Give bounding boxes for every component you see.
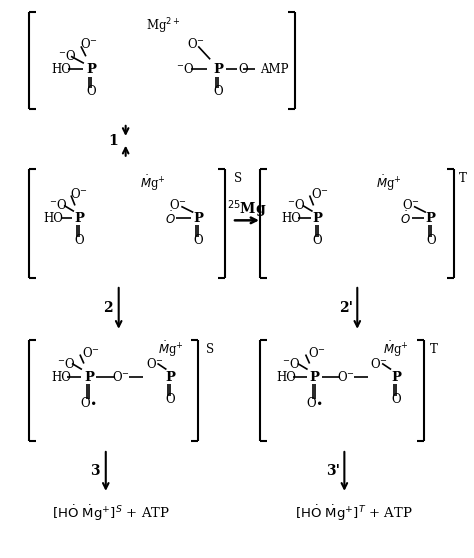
Text: $[\mathrm{H\dot{O}\ \dot{M}g^{+}}]^{T}$ + ATP: $[\mathrm{H\dot{O}\ \dot{M}g^{+}}]^{T}$ …: [295, 504, 413, 523]
Text: O$\bullet$: O$\bullet$: [81, 396, 97, 410]
Text: O: O: [313, 234, 322, 247]
Text: $^{-}$O: $^{-}$O: [49, 199, 67, 213]
Text: O: O: [86, 85, 96, 98]
Text: O$\bullet$: O$\bullet$: [306, 396, 323, 410]
Text: 3: 3: [90, 464, 100, 478]
Text: S: S: [234, 172, 242, 185]
Text: $^{-}$O: $^{-}$O: [58, 49, 76, 63]
Text: $^{-}$O: $^{-}$O: [176, 62, 194, 76]
Text: P: P: [74, 212, 84, 225]
Text: O$^{-}$: O$^{-}$: [370, 357, 388, 371]
Text: $[\mathrm{H\dot{O}\ \dot{M}g^{+}}]^{S}$ + ATP: $[\mathrm{H\dot{O}\ \dot{M}g^{+}}]^{S}$ …: [52, 504, 170, 523]
Text: P: P: [310, 371, 319, 384]
Text: $\dot{M}$g$^{+}$: $\dot{M}$g$^{+}$: [157, 340, 183, 359]
Text: AMP: AMP: [261, 62, 289, 76]
Text: P: P: [165, 371, 175, 384]
Text: HO: HO: [51, 62, 71, 76]
Text: $^{-}$O: $^{-}$O: [57, 357, 75, 371]
Text: P: P: [213, 62, 223, 76]
Text: O: O: [213, 85, 223, 98]
Text: P: P: [193, 212, 203, 225]
Text: O$^{-}$: O$^{-}$: [146, 357, 164, 371]
Text: 1: 1: [108, 134, 118, 148]
Text: S: S: [206, 343, 214, 356]
Text: O: O: [426, 234, 436, 247]
Text: HO: HO: [282, 212, 301, 225]
Text: O$^{-}$: O$^{-}$: [80, 37, 98, 51]
Text: 2: 2: [103, 301, 112, 315]
Text: $^{-}$O: $^{-}$O: [283, 357, 301, 371]
Text: O$^{-}$: O$^{-}$: [169, 199, 187, 213]
Text: O$^{-}$: O$^{-}$: [310, 186, 328, 200]
Text: 3': 3': [327, 464, 340, 478]
Text: O: O: [165, 393, 175, 406]
Text: P: P: [426, 212, 436, 225]
Text: P: P: [86, 62, 96, 76]
Text: $\dot{O}$: $\dot{O}$: [400, 210, 410, 227]
Text: Mg$^{2+}$: Mg$^{2+}$: [146, 17, 181, 36]
Text: O$^{-}$: O$^{-}$: [187, 37, 205, 51]
Text: O$^{-}$: O$^{-}$: [82, 345, 100, 359]
Text: O$^{-}$: O$^{-}$: [402, 199, 420, 213]
Text: P: P: [312, 212, 322, 225]
Text: $\dot{M}$g$^{+}$: $\dot{M}$g$^{+}$: [383, 340, 409, 359]
Text: HO: HO: [51, 371, 71, 384]
Text: O: O: [74, 234, 84, 247]
Text: O: O: [238, 62, 248, 76]
Text: O$^{-}$: O$^{-}$: [112, 371, 129, 384]
Text: HO: HO: [277, 371, 297, 384]
Text: $^{-}$O: $^{-}$O: [287, 199, 306, 213]
Text: T: T: [459, 172, 466, 185]
Text: $\dot{O}$: $\dot{O}$: [165, 210, 176, 227]
Text: P: P: [84, 371, 94, 384]
Text: $\dot{M}$g$^{+}$: $\dot{M}$g$^{+}$: [140, 174, 165, 193]
Text: O$^{-}$: O$^{-}$: [70, 186, 88, 200]
Text: $^{25}$Mg: $^{25}$Mg: [227, 199, 267, 220]
Text: O$^{-}$: O$^{-}$: [337, 371, 355, 384]
Text: T: T: [430, 343, 438, 356]
Text: O$^{-}$: O$^{-}$: [308, 345, 326, 359]
Text: O: O: [391, 393, 401, 406]
Text: 2': 2': [339, 301, 353, 315]
Text: HO: HO: [43, 212, 63, 225]
Text: O: O: [193, 234, 203, 247]
Text: $\dot{M}$g$^{+}$: $\dot{M}$g$^{+}$: [376, 174, 402, 193]
Text: P: P: [391, 371, 401, 384]
